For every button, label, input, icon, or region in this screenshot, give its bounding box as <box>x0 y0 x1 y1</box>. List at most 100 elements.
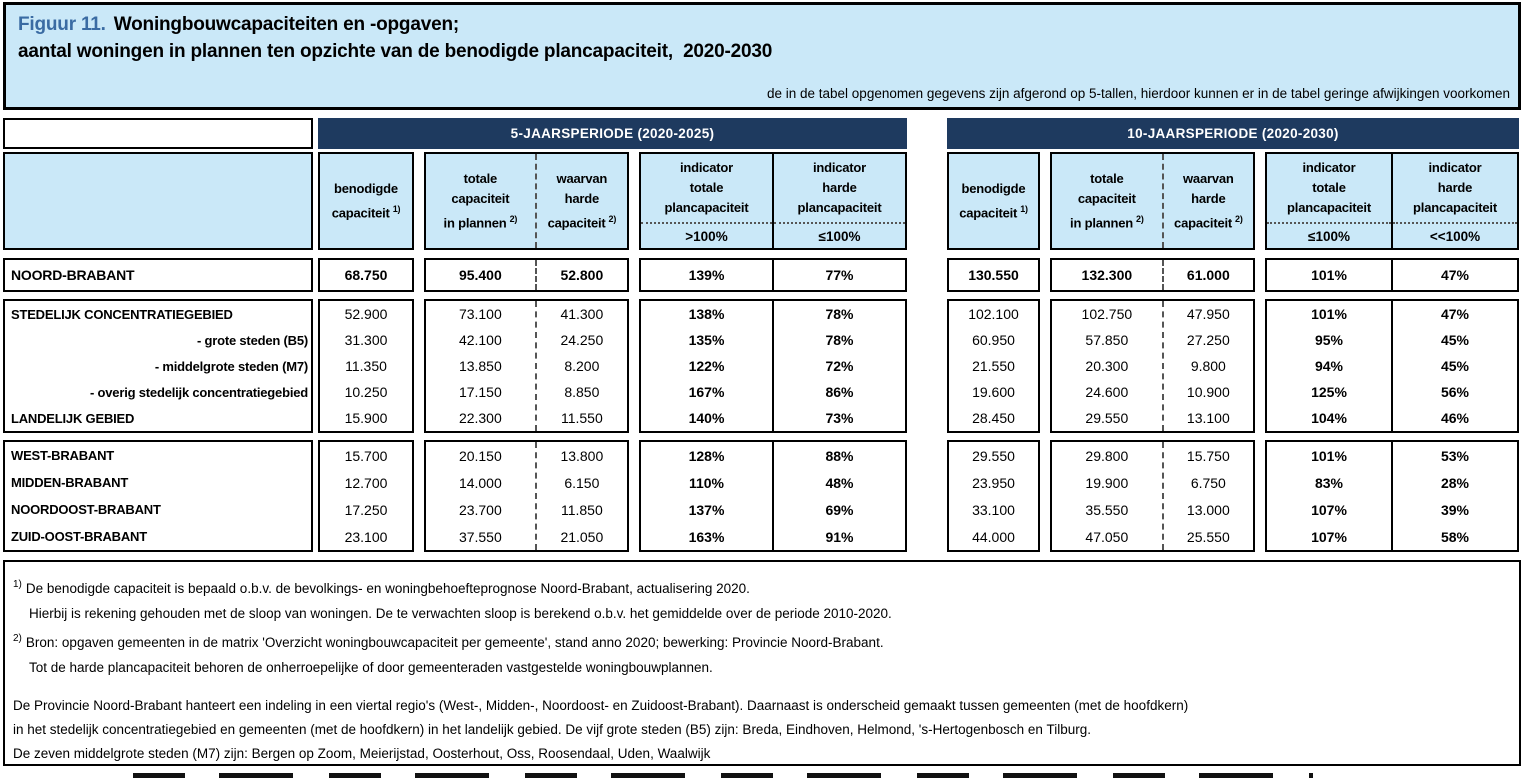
table-cell: 45% <box>1440 358 1470 374</box>
next-table-edge <box>133 773 1313 778</box>
table-cell: 11.350 <box>345 358 387 374</box>
header-benodigde-10yr: benodigde capaciteit 1) <box>947 152 1040 250</box>
rounding-note: de in de tabel opgenomen gegevens zijn a… <box>766 86 1510 101</box>
table-cell: 23.950 <box>972 474 1015 491</box>
table-cell: 13.800 <box>560 447 604 464</box>
page-title: Woningbouwcapaciteiten en -opgaven; <box>113 14 459 35</box>
table-cell: 23.700 <box>458 501 502 518</box>
table-cell: 107% <box>1311 528 1347 545</box>
table-cell: 128% <box>688 447 725 464</box>
table-cell: 95.400 <box>458 267 502 283</box>
header-indicator-totale: indicator totale plancapaciteit >100% <box>641 154 772 248</box>
row-label: - grote steden (B5) <box>196 332 308 348</box>
footnote-ref: 2) <box>509 213 518 224</box>
paragraph-line: De zeven middelgrote steden (M7) zijn: B… <box>13 746 711 761</box>
table-cell: 91% <box>825 528 854 545</box>
table-cell: 45% <box>1440 332 1470 348</box>
table-cell: 57.850 <box>1085 332 1129 348</box>
value-block: 130.550 <box>947 258 1040 292</box>
table-cell: 137% <box>688 501 725 518</box>
table-cell: 21.550 <box>972 358 1015 374</box>
table-cell: 104% <box>1311 410 1347 426</box>
title-line-2: aantal woningen in plannen ten opzichte … <box>18 41 773 62</box>
spacer <box>629 258 639 292</box>
table-cell: 78% <box>825 332 854 348</box>
spacer <box>414 299 424 433</box>
header-totale-capaciteit: totale capaciteit in plannen 2) <box>443 170 518 231</box>
row-label: STEDELIJK CONCENTRATIEGEBIED <box>11 306 233 322</box>
table-cell: 138% <box>688 306 725 322</box>
threshold-label: ≤100% <box>1267 222 1391 248</box>
footnote-line: Hierbij is rekening gehouden met de sloo… <box>29 606 892 621</box>
table-cell: 102.750 <box>1081 306 1133 322</box>
table-cell: 13.000 <box>1186 501 1230 518</box>
table-cell: 24.600 <box>1085 384 1129 400</box>
table-cell: 33.100 <box>972 501 1015 518</box>
table-cell: 10.900 <box>1186 384 1230 400</box>
table-cell: 12.700 <box>344 474 388 491</box>
row-label: - middelgrote steden (M7) <box>154 358 308 374</box>
title-line-1: Figuur 11. Woningbouwcapaciteiten en -opg… <box>18 11 1510 38</box>
footnote-line: 2) Bron: opgaven gemeenten in de matrix '… <box>13 633 884 650</box>
table-cell: 69% <box>825 501 854 518</box>
spacer <box>1255 152 1265 250</box>
table-cell: 11.550 <box>560 410 603 426</box>
table-cell: 125% <box>1311 384 1347 400</box>
footnote-sup: 2) <box>13 633 22 644</box>
spacer <box>1040 152 1050 250</box>
value-block: 20.150 14.000 23.700 37.550 13.800 6.150… <box>424 440 629 552</box>
table-cell: 107% <box>1311 501 1347 518</box>
spacer <box>907 299 947 433</box>
value-block: 73.100 42.100 13.850 17.150 22.300 41.30… <box>424 299 629 433</box>
table-cell: 102.100 <box>968 306 1019 322</box>
table-cell: 17.250 <box>344 501 388 518</box>
table-cell: 47.050 <box>1085 528 1129 545</box>
header-benodigde-5yr: benodigde capaciteit 1) <box>318 152 414 250</box>
table-cell: 73.100 <box>458 306 502 322</box>
header-indicator-harde: indicator harde plancapaciteit <<100% <box>1391 154 1517 248</box>
table-cell: 44.000 <box>972 528 1015 545</box>
spacer <box>414 440 424 552</box>
table-band-regios: WEST-BRABANT MIDDEN-BRABANT NOORDOOST-BR… <box>3 440 1526 552</box>
table-cell: 23.100 <box>344 528 388 545</box>
row-label: MIDDEN-BRABANT <box>11 475 129 490</box>
table-cell: 135% <box>688 332 725 348</box>
paragraph-line: in het stedelijk concentratiegebied en g… <box>13 722 1091 737</box>
header-indicator-totale: indicator totale plancapaciteit ≤100% <box>1267 154 1391 248</box>
value-block: 132.300 61.000 <box>1050 258 1255 292</box>
header-waarvan-hard: waarvan harde capaciteit 2) <box>1161 154 1253 248</box>
spacer <box>907 118 947 149</box>
table-cell: 77% <box>825 267 854 283</box>
spacer <box>414 152 424 250</box>
table-cell: 20.150 <box>458 447 502 464</box>
period-header-5yr: 5-JAARSPERIODE (2020-2025) <box>318 118 907 149</box>
header-waarvan-hard: waarvan harde capaciteit 2) <box>534 154 627 248</box>
table-cell: 28.450 <box>972 410 1015 426</box>
spacer <box>414 258 424 292</box>
table-cell: 163% <box>688 528 725 545</box>
table-cell: 78% <box>825 306 854 322</box>
table-cell: 15.700 <box>344 447 388 464</box>
table-cell: 48% <box>825 474 854 491</box>
table-cell: 46% <box>1440 410 1470 426</box>
table-cell: 10.250 <box>344 384 388 400</box>
header-capaciteit-10yr: totale capaciteit in plannen 2) waarvan h… <box>1050 152 1255 250</box>
table-cell: 19.600 <box>972 384 1015 400</box>
table-cell: 11.850 <box>560 501 603 518</box>
table-cell: 17.150 <box>458 384 502 400</box>
row-label: NOORD-BRABANT <box>11 267 135 283</box>
period-header-10yr: 10-JAARSPERIODE (2020-2030) <box>947 118 1519 149</box>
label-block: WEST-BRABANT MIDDEN-BRABANT NOORDOOST-BR… <box>3 440 313 552</box>
table-cell: 19.900 <box>1085 474 1129 491</box>
header-text: capaciteit 1) <box>331 203 401 221</box>
footnote-ref: 2) <box>1235 213 1243 224</box>
footnote-ref: 1) <box>1020 203 1028 214</box>
table-band-gebieden: STEDELIJK CONCENTRATIEGEBIED - grote ste… <box>3 299 1526 433</box>
table-cell: 24.250 <box>560 332 604 348</box>
footnote-box: 1) De benodigde capaciteit is bepaald o.b… <box>3 560 1521 766</box>
spacer <box>629 440 639 552</box>
table-cell: 29.550 <box>972 447 1015 464</box>
table-cell: 15.750 <box>1186 447 1230 464</box>
table-cell: 122% <box>688 358 725 374</box>
spacer <box>629 299 639 433</box>
